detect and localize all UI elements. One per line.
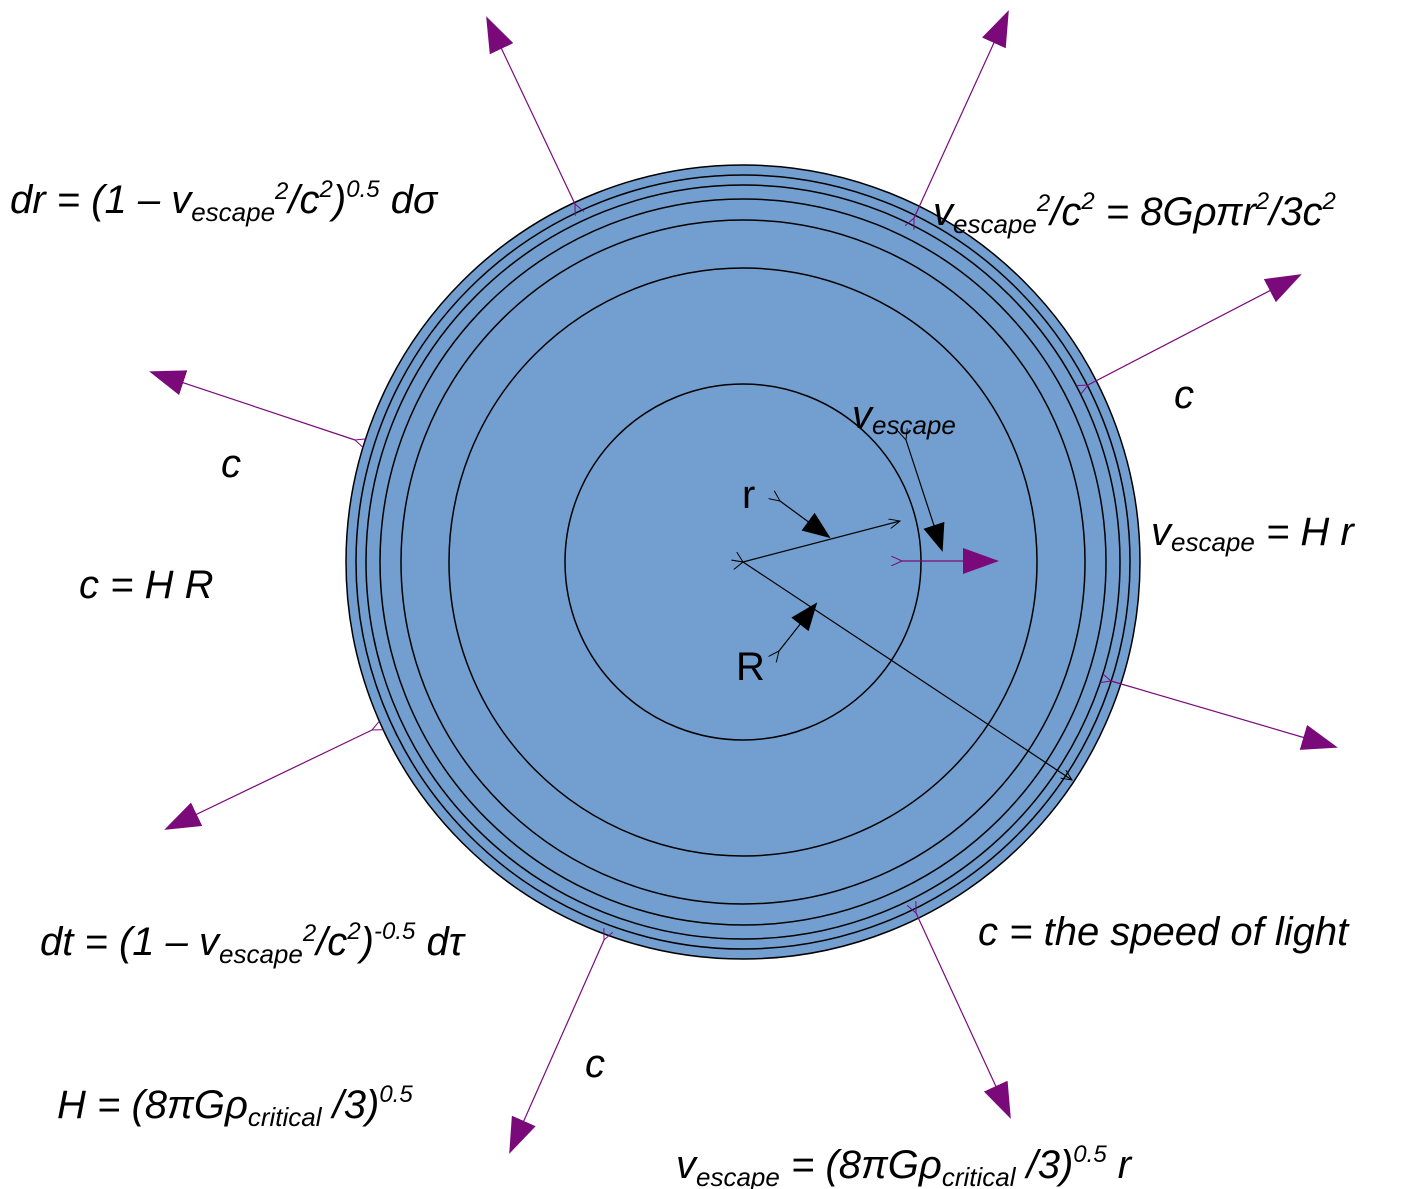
- c-equals-HR: c = H R: [79, 563, 213, 607]
- radius-R-line: [743, 562, 1072, 780]
- light-arrow-bottom-right: [916, 913, 1010, 1117]
- hubble-equation: H = (8πGρcritical /3)0.5: [57, 1081, 413, 1132]
- pointer-R: [779, 604, 816, 651]
- light-arrow-left-upper: [151, 372, 355, 440]
- light-arrow-bottom-left: [510, 940, 604, 1152]
- c-label-left: c: [221, 442, 241, 486]
- light-arrow-top-right: [914, 12, 1008, 218]
- light-arrow-right-upper: [1088, 275, 1300, 385]
- escape-velocity-critical-equation: vescape = (8πGρcritical /3)0.5 r: [676, 1141, 1133, 1189]
- c-label-bottom: c: [585, 1042, 605, 1086]
- pointer-v-escape: [906, 440, 942, 550]
- c-definition: c = the speed of light: [978, 910, 1350, 954]
- r-label: r: [742, 473, 755, 517]
- v-escape-label: vescape: [852, 393, 956, 440]
- light-arrows: [151, 12, 1336, 1152]
- escape-velocity-squared-equation: vescape2/c2 = 8Gρπr2/3c2: [933, 188, 1336, 239]
- c-label-upper-right: c: [1174, 373, 1194, 417]
- radius-lines: [743, 440, 1072, 780]
- escape-velocity-hubble-equation: vescape = H r: [1151, 510, 1355, 557]
- labels: dr = (1 – vescape2/c2)0.5 dσ vescape2/c2…: [10, 176, 1355, 1189]
- light-arrow-left-lower: [166, 730, 372, 829]
- dr-equation: dr = (1 – vescape2/c2)0.5 dσ: [10, 176, 439, 227]
- dt-equation: dt = (1 – vescape2/c2)-0.5 dτ: [40, 918, 467, 969]
- pointer-r: [780, 501, 829, 537]
- light-arrow-top-left: [487, 18, 575, 204]
- light-arrow-right-lower: [1111, 681, 1336, 747]
- R-label: R: [736, 645, 765, 689]
